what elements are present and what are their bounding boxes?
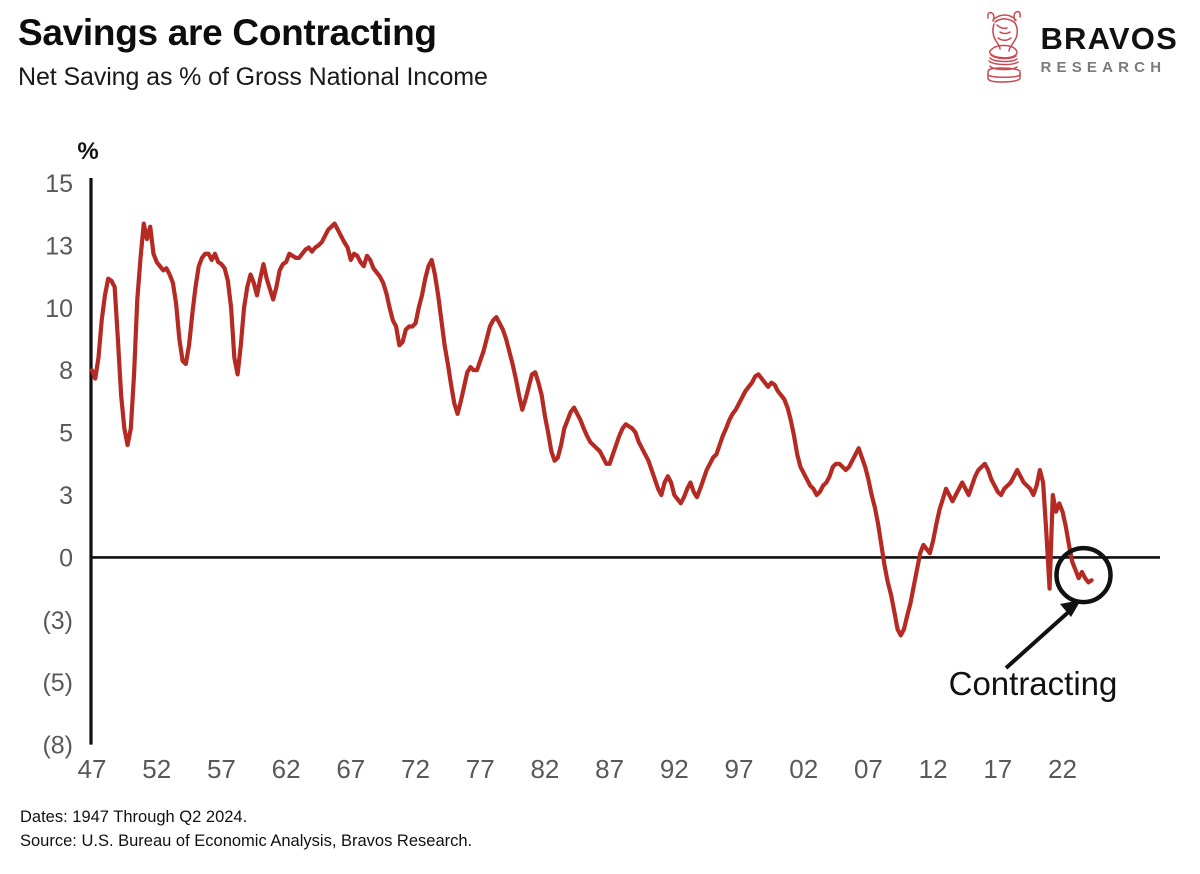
- line-chart: % 15 13 10 8 5 3 0 (3) (5) (8) 47 52 57 62 67 72 77 82 87…: [42, 138, 1160, 784]
- y-tick-label: (3): [42, 607, 73, 635]
- y-tick-label: 3: [59, 482, 73, 510]
- y-tick-label: 0: [59, 544, 73, 572]
- y-tick-label: 13: [45, 232, 73, 260]
- x-tick-label: 72: [401, 754, 430, 784]
- x-tick-label: 12: [919, 754, 948, 784]
- y-axis-unit-label: %: [77, 138, 98, 165]
- logo-brand-text: BRAVOS: [1040, 21, 1178, 56]
- logo-sub-text: RESEARCH: [1040, 59, 1167, 76]
- page-title: Savings are Contracting: [18, 12, 437, 53]
- x-tick-label: 47: [78, 754, 107, 784]
- footer: Dates: 1947 Through Q2 2024. Source: U.S…: [20, 806, 472, 854]
- x-tick-label: 77: [466, 754, 495, 784]
- y-tick-label: (5): [42, 669, 73, 697]
- y-tick-label: 5: [59, 420, 73, 448]
- annotation-label: Contracting: [949, 665, 1118, 702]
- x-tick-label: 57: [207, 754, 236, 784]
- y-tick-label: (8): [42, 732, 73, 760]
- footer-dates: Dates: 1947 Through Q2 2024.: [20, 808, 248, 826]
- x-tick-label: 92: [660, 754, 689, 784]
- page-subtitle: Net Saving as % of Gross National Income: [18, 63, 488, 92]
- x-tick-label: 22: [1048, 754, 1077, 784]
- highlight-circle: [1054, 545, 1113, 605]
- x-tick-label: 82: [530, 754, 559, 784]
- x-tick-label: 02: [789, 754, 818, 784]
- brand-logo: BRAVOS RESEARCH: [978, 8, 1178, 86]
- x-axis-tick-labels: 47 52 57 62 67 72 77 82 87 92 97 02 07 12 17 22: [78, 754, 1077, 784]
- bull-statue-icon: [987, 10, 1022, 83]
- x-tick-label: 67: [336, 754, 365, 784]
- x-tick-label: 52: [142, 754, 171, 784]
- y-tick-label: 8: [59, 357, 73, 385]
- data-series-line: [89, 221, 1094, 638]
- x-tick-label: 97: [725, 754, 754, 784]
- footer-source: Source: U.S. Bureau of Economic Analysis…: [20, 831, 473, 850]
- x-tick-label: 07: [854, 754, 883, 784]
- annotation-arrow: [1004, 600, 1081, 670]
- x-tick-label: 17: [983, 754, 1012, 784]
- x-tick-label: 62: [272, 754, 301, 784]
- y-tick-label: 10: [45, 295, 73, 323]
- x-tick-label: 87: [595, 754, 624, 784]
- chart-area: % 15 13 10 8 5 3 0 (3) (5) (8) 47 52 57 62 67 72 77 82 87…: [0, 130, 1200, 800]
- y-tick-label: 15: [45, 170, 73, 198]
- y-axis-tick-labels: 15 13 10 8 5 3 0 (3) (5) (8): [42, 170, 73, 760]
- header: Savings are Contracting Net Saving as % …: [18, 12, 978, 92]
